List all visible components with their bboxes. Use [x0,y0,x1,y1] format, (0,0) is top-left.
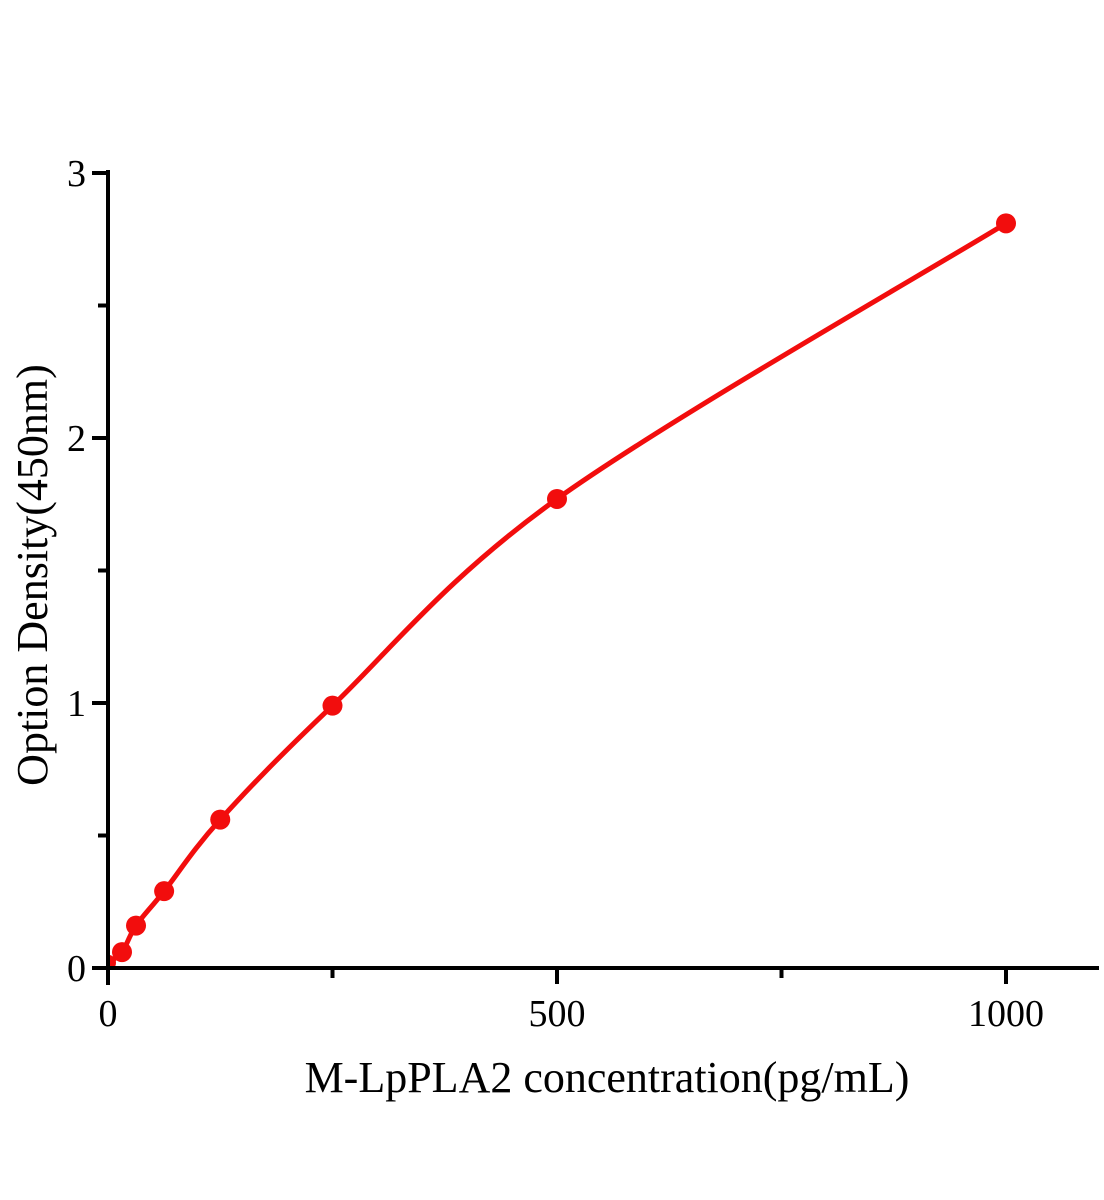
data-point-marker [996,213,1016,234]
data-point-marker [210,809,231,830]
curve-path [106,220,1009,966]
y-tick-label: 0 [67,948,86,990]
y-axis-title: Option Density(450nm) [8,364,57,786]
data-point-marker [112,942,133,963]
data-point-marker [547,488,567,509]
x-tick-label: 500 [529,993,586,1035]
data-point-marker [322,695,343,716]
standard-curve-group [106,213,1016,970]
y-tick-label: 2 [67,418,86,460]
x-tick-label: 1000 [968,993,1044,1035]
x-axis-title: M-LpPLA2 concentration(pg/mL) [304,1053,910,1102]
x-tick-label: 0 [99,993,118,1035]
data-point-marker [154,881,175,902]
data-point-marker [126,915,147,936]
y-tick-label: 3 [67,153,86,195]
y-tick-label: 1 [67,683,86,725]
